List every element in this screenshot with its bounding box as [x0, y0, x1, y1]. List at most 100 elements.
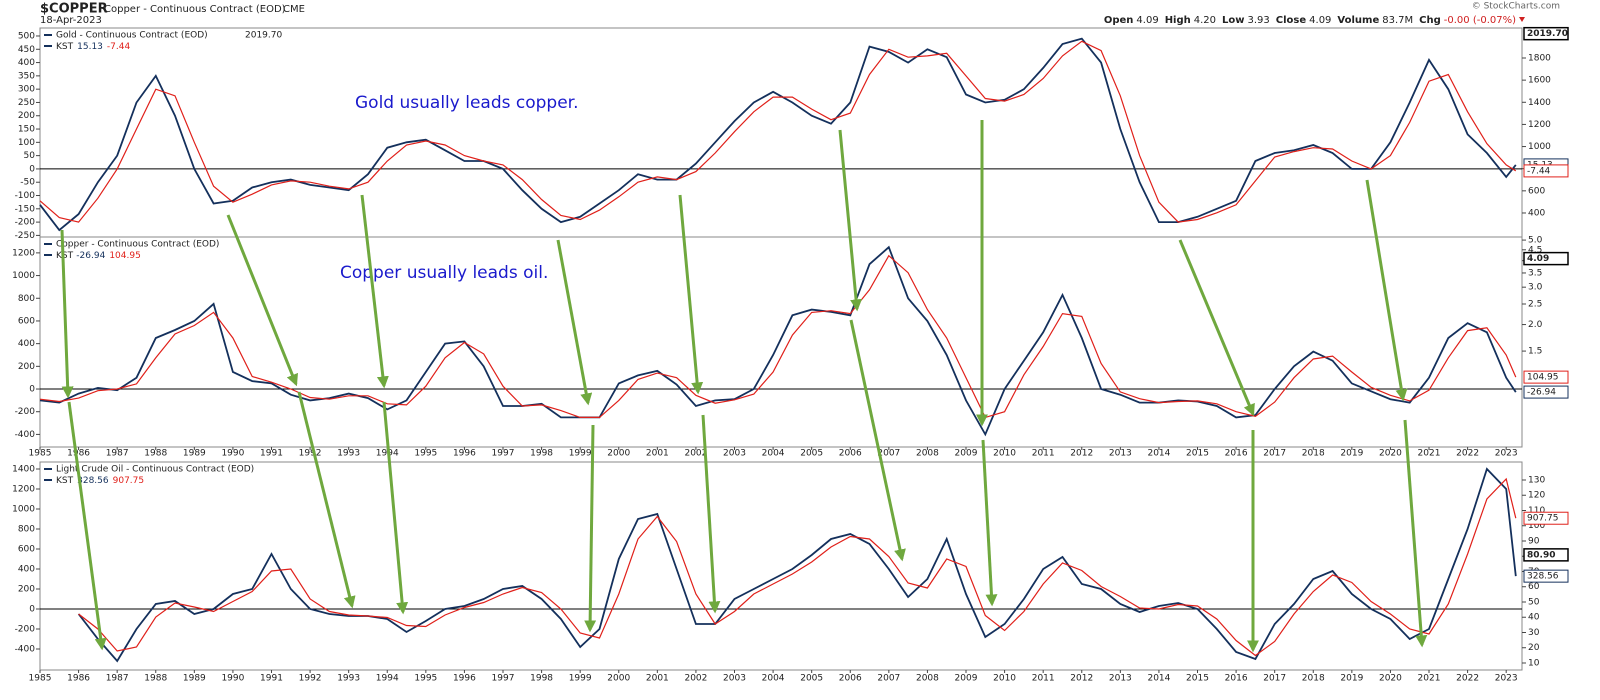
x-tick-label: 2007: [877, 674, 900, 684]
signal-line: [39, 254, 1517, 419]
x-tick-label: 2014: [1147, 674, 1170, 684]
x-tick-label: 1985: [29, 449, 52, 459]
date: 18-Apr-2023: [40, 15, 102, 26]
x-tick-label: 2005: [800, 674, 823, 684]
last-value: -26.94: [1527, 388, 1556, 398]
x-tick-label: 2011: [1032, 449, 1055, 459]
x-tick-label: 1998: [530, 449, 553, 459]
legend-signal-value: 907.75: [113, 476, 145, 486]
last-value-box: [1523, 370, 1569, 384]
x-tick-label: 2021: [1418, 449, 1441, 459]
legend-kst: KST 328.56 907.75: [56, 476, 144, 486]
price-box: [1523, 26, 1569, 41]
y-tick-label: 400: [18, 565, 35, 575]
arrow: [297, 391, 356, 609]
arrow: [849, 319, 906, 562]
y-tick-label: 400: [18, 58, 35, 68]
x-tick-label: 2010: [993, 674, 1016, 684]
x-tick-label: 1990: [221, 449, 244, 459]
y2-tick-label: 3.5: [1528, 268, 1542, 278]
y2-tick-label: 2.0: [1528, 320, 1543, 330]
y-tick-label: 1400: [12, 465, 35, 475]
x-tick-label: 2015: [1186, 674, 1209, 684]
copyright: © StockCharts.com: [1472, 2, 1560, 12]
x-tick-label: 2000: [607, 674, 630, 684]
legend-title: Light Crude Oil - Continuous Contract (E…: [56, 465, 254, 475]
x-tick-label: 1993: [337, 674, 360, 684]
legend-kst: KST-26.94 104.95: [56, 251, 141, 261]
x-tick-label: 2021: [1418, 674, 1441, 684]
signal-line: [39, 40, 1517, 223]
legend-kst-value: 328.56: [77, 476, 109, 486]
arrow: [838, 129, 863, 312]
y-tick-label: 200: [18, 111, 35, 121]
quote-value: 3.93: [1248, 15, 1270, 26]
price-box: [1523, 251, 1569, 266]
y-tick-label: 800: [18, 294, 35, 304]
last-value: -7.44: [1527, 166, 1551, 176]
legend-signal-value: -7.44: [107, 42, 131, 52]
y2-tick-label: 60: [1528, 582, 1540, 592]
quote-label: High: [1165, 15, 1191, 26]
x-tick-label: 2001: [646, 674, 669, 684]
last-value: 907.75: [1527, 514, 1559, 524]
x-tick-label: 1992: [299, 674, 322, 684]
x-tick-label: 2002: [684, 674, 707, 684]
y-tick-label: 50: [24, 151, 36, 161]
quote: Open 4.09 High 4.20 Low 3.93 Close 4.09 Volume 83…: [1104, 15, 1516, 26]
x-tick-label: 1994: [376, 674, 399, 684]
down-arrow: [1519, 17, 1525, 22]
x-tick-label: 1988: [144, 674, 167, 684]
x-tick-label: 2013: [1109, 674, 1132, 684]
quote-value: 83.7M: [1382, 15, 1413, 26]
y2-tick-label: 90: [1528, 536, 1540, 546]
x-tick-label: 2022: [1456, 449, 1479, 459]
x-tick-label: 1996: [453, 449, 476, 459]
y-tick-label: 0: [29, 385, 35, 395]
y-tick-label: 300: [18, 85, 35, 95]
legend-title: Gold - Continuous Contract (EOD): [56, 31, 208, 41]
x-tick-label: 2019: [1340, 449, 1363, 459]
y-tick-label: 200: [18, 585, 35, 595]
x-tick-label: 1989: [183, 674, 206, 684]
arrow: [1365, 179, 1408, 402]
kst-line: [39, 245, 1517, 437]
arrow: [678, 194, 704, 395]
legend-kst-value: -26.94: [76, 251, 105, 261]
y2-tick-label: 110: [1528, 506, 1545, 516]
symbol: $COPPER: [40, 2, 108, 17]
price-label: 4.09: [1527, 254, 1549, 264]
y-tick-label: 150: [18, 125, 35, 135]
y-tick-label: 1000: [12, 505, 35, 515]
panel-frame: [39, 461, 1523, 671]
quote-label: Low: [1222, 15, 1244, 26]
x-tick-label: 2018: [1302, 449, 1325, 459]
y-tick-label: 600: [18, 316, 35, 326]
x-tick-label: 2016: [1225, 449, 1248, 459]
last-value: 104.95: [1527, 373, 1559, 383]
arrow: [981, 439, 998, 607]
x-tick-label: 1987: [106, 449, 129, 459]
arrow: [360, 194, 389, 389]
last-value-box: [1523, 385, 1569, 399]
arrow: [226, 214, 298, 387]
x-tick-label: 1999: [569, 674, 592, 684]
y2-tick-label: 30: [1528, 628, 1540, 638]
price-label: 80.90: [1527, 550, 1555, 560]
legend-name: KST: [56, 476, 74, 486]
legend-title: Copper - Continuous Contract (EOD): [56, 240, 219, 250]
y2-tick-label: 1.5: [1528, 347, 1542, 357]
x-tick-label: 1989: [183, 449, 206, 459]
x-tick-label: 1997: [492, 449, 515, 459]
y2-tick-label: 4.5: [1528, 245, 1542, 255]
x-tick-label: 2023: [1495, 449, 1518, 459]
x-tick-label: 2013: [1109, 449, 1132, 459]
y-tick-label: 250: [18, 98, 35, 108]
x-tick-label: 1988: [144, 449, 167, 459]
quote-value: 4.09: [1309, 15, 1331, 26]
y2-tick-label: 2.5: [1528, 299, 1542, 309]
x-tick-label: 1985: [29, 674, 52, 684]
y2-tick-label: 600: [1528, 186, 1545, 196]
x-tick-label: 2012: [1070, 674, 1093, 684]
